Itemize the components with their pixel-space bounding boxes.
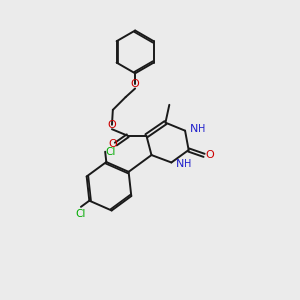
Text: O: O <box>108 139 117 149</box>
Text: N: N <box>176 159 184 169</box>
Text: H: H <box>184 159 191 169</box>
Text: H: H <box>198 124 205 134</box>
Text: N: N <box>190 124 198 134</box>
Text: O: O <box>205 150 214 160</box>
Text: Cl: Cl <box>76 209 86 219</box>
Text: O: O <box>108 120 116 130</box>
Text: O: O <box>131 79 140 89</box>
Text: Cl: Cl <box>105 147 116 157</box>
